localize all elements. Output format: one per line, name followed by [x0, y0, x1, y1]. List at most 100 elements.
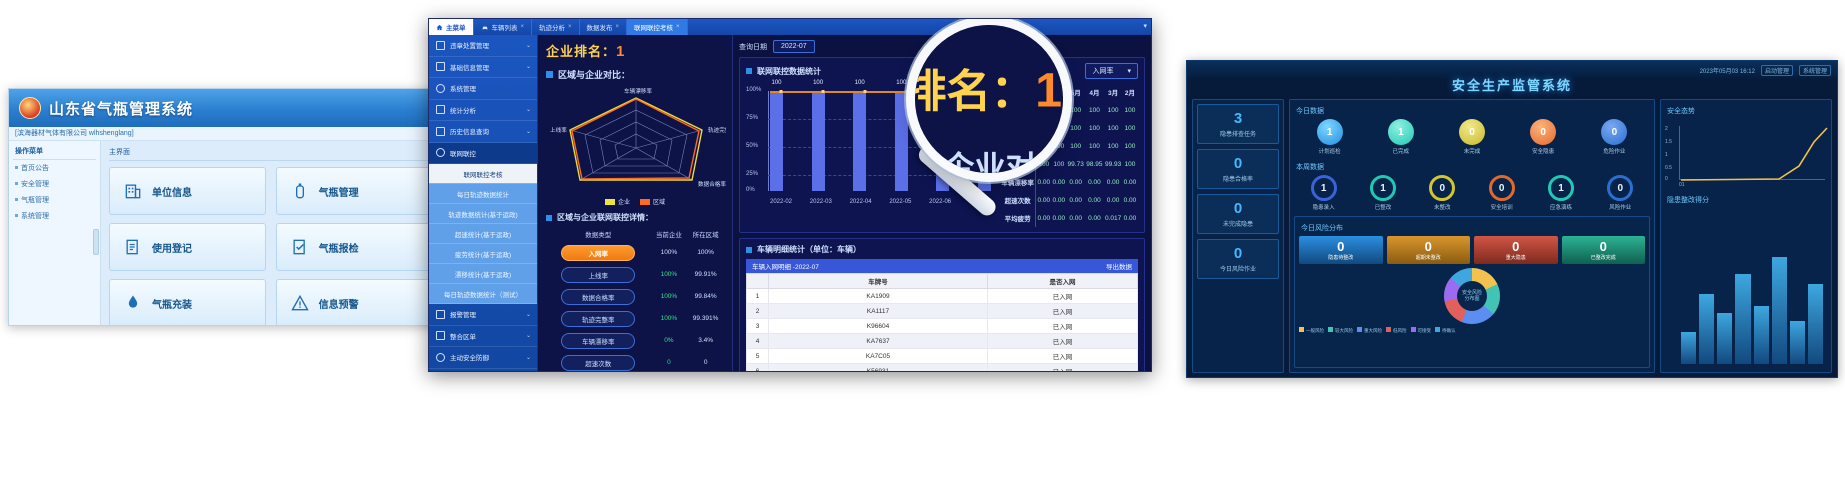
- col-4: 4月: [1089, 90, 1100, 97]
- card-label: 信息预警: [318, 299, 359, 311]
- date-select[interactable]: 2022-07: [773, 40, 815, 53]
- orb-item[interactable]: 0 安全隐患: [1530, 119, 1557, 155]
- submenu-item-speeding-stats[interactable]: 超速统计(基于运政): [429, 224, 537, 244]
- ring-item[interactable]: 0 风险作业: [1607, 175, 1634, 211]
- export-data-link[interactable]: 导出数据: [1106, 264, 1132, 271]
- submenu-item-drift-stats[interactable]: 漂移统计(基于运政): [429, 264, 537, 284]
- left-sidebar-item-0[interactable]: 首页公告: [13, 160, 96, 176]
- card-cylinder-mgmt[interactable]: 气瓶管理: [275, 167, 433, 215]
- orb-ball: 0: [1530, 119, 1557, 145]
- table-row[interactable]: 6K56931已入网: [746, 363, 1138, 371]
- tab-vehicle-list[interactable]: 车辆列表 ×: [474, 19, 533, 35]
- center-sidebar: 违章处置管理 ⌄ 基础信息管理 ⌄ 系统管理 统计分析 ⌄: [429, 35, 537, 371]
- gridline: [768, 147, 992, 148]
- ring-item[interactable]: 1 应急演练: [1547, 175, 1574, 211]
- ring-item[interactable]: 0 未整改: [1429, 175, 1456, 211]
- card-cylinder-fill[interactable]: 气瓶充装: [109, 279, 266, 325]
- table-row[interactable]: 3 K96604 已入网: [746, 318, 1138, 334]
- table-row: 车辆漂移率 0.00 0.00 0.00 0.00 0.00 0.00: [1000, 173, 1138, 191]
- table-row[interactable]: 上线率 100% 99.91%: [546, 263, 724, 285]
- metric-button[interactable]: 入网率: [561, 245, 636, 261]
- left-screen-scroll-handle[interactable]: [93, 229, 99, 255]
- tab-main-menu[interactable]: 主菜单: [429, 19, 474, 35]
- sidebar-item-merge[interactable]: 整合区单 ⌄: [429, 326, 537, 347]
- left-main-tab[interactable]: 主界面: [109, 147, 599, 161]
- sidebar-item-basic-info[interactable]: 基础信息管理 ⌄: [429, 57, 537, 78]
- legend-label: 重大风险: [1364, 328, 1382, 333]
- ring-item[interactable]: 0 安全培训: [1488, 175, 1515, 211]
- table-row[interactable]: 车辆漂移率 0% 3.4%: [546, 329, 724, 351]
- left-sidebar-item-1[interactable]: 安全管理: [13, 176, 96, 192]
- hazard-block[interactable]: 0 已整改完成: [1561, 236, 1645, 264]
- bar-1[interactable]: 100: [811, 80, 825, 191]
- card-unit-info[interactable]: 单位信息: [109, 167, 266, 215]
- hazard-block[interactable]: 0 重大隐患: [1474, 236, 1558, 264]
- chevron-down-icon[interactable]: ▾: [1143, 23, 1147, 30]
- bar-0[interactable]: 100: [770, 80, 783, 191]
- sidebar-item-alarm[interactable]: 报警管理 ⌄: [429, 304, 537, 326]
- orb-item[interactable]: 0 危险作业: [1601, 119, 1628, 155]
- ring-item[interactable]: 1 隐患录入: [1310, 175, 1337, 211]
- cell: 0.00: [1088, 214, 1101, 222]
- table-row[interactable]: 5 KA7C05 已入网: [746, 348, 1138, 364]
- bar-5[interactable]: 100: [977, 80, 991, 191]
- risk-donut-chart: 安全风险 分布图: [1444, 268, 1500, 324]
- cell: 100: [1124, 142, 1136, 150]
- metric-button[interactable]: 数据合格率: [561, 289, 636, 305]
- submenu-item-fatigue-stats[interactable]: 疲劳统计(基于运政): [429, 244, 537, 264]
- orb-item[interactable]: 1 计划巡检: [1316, 119, 1343, 155]
- close-icon[interactable]: ×: [676, 24, 680, 30]
- close-icon[interactable]: ×: [520, 24, 525, 30]
- metric-select[interactable]: 入网率 ▾: [1085, 63, 1138, 79]
- close-icon[interactable]: ×: [615, 24, 620, 30]
- hazard-block[interactable]: 0 超期未整改: [1386, 236, 1470, 264]
- metric-button[interactable]: 超速次数: [561, 355, 636, 371]
- table-row[interactable]: 2 KA1117 已入网: [746, 303, 1138, 319]
- metric-button[interactable]: 上线率: [561, 267, 636, 283]
- card-use-register[interactable]: 使用登记: [109, 223, 266, 271]
- hazard-block[interactable]: 0 隐患待整改: [1299, 236, 1383, 264]
- table-row[interactable]: 入网率 100% 100%: [546, 241, 724, 263]
- sidebar-item-network-control[interactable]: 联网联控: [429, 142, 537, 164]
- table-row[interactable]: 4 KA7637 已入网: [746, 333, 1138, 349]
- bar-3[interactable]: 100: [894, 80, 908, 191]
- bar-2[interactable]: 100: [853, 80, 867, 191]
- tab-data-publish[interactable]: 数据发布 ×: [580, 19, 628, 35]
- submenu-item-assessment[interactable]: 联网联控考核: [429, 164, 537, 184]
- metric-button[interactable]: 车辆漂移率: [561, 333, 636, 349]
- submenu-item-daily-track[interactable]: 每日轨迹数据统计: [429, 184, 537, 204]
- ring-label: 未整改: [1434, 205, 1451, 211]
- close-icon[interactable]: ×: [568, 24, 572, 30]
- right-meta-item-0[interactable]: 启动管理: [1760, 65, 1793, 76]
- legend-item: 较大风险: [1328, 327, 1353, 334]
- stats-icon: [436, 105, 445, 115]
- submenu-item-daily-track-test[interactable]: 每日轨迹数据统计（测试）: [429, 284, 537, 304]
- card-cylinder-inspect[interactable]: 气瓶报检: [275, 223, 433, 271]
- submenu-item-track-stats[interactable]: 轨迹数据统计(基于运政): [429, 204, 537, 224]
- orb-item[interactable]: 1 已完成: [1387, 119, 1414, 155]
- cell: 0.00: [1088, 178, 1101, 186]
- card-info-alert[interactable]: 信息预警: [275, 279, 433, 325]
- sidebar-item-system[interactable]: 系统管理: [429, 78, 537, 100]
- metric-button[interactable]: 轨迹完整率: [561, 311, 636, 327]
- col-status[interactable]: 是否入网: [987, 273, 1138, 289]
- orb-item[interactable]: 0 未完成: [1458, 119, 1485, 155]
- table-row[interactable]: 超速次数 0 0: [546, 351, 724, 371]
- ring-item[interactable]: 1 已整改: [1369, 175, 1396, 211]
- block-label: 已整改完成: [1590, 255, 1616, 261]
- tab-track-analysis[interactable]: 轨迹分析 ×: [532, 19, 580, 35]
- table-row[interactable]: 数据合格率 100% 99.84%: [546, 285, 724, 307]
- table-row[interactable]: 轨迹完整率 100% 99.391%: [546, 307, 724, 329]
- col-plate[interactable]: 车牌号: [768, 273, 988, 289]
- ytick-50: 50%: [746, 143, 759, 149]
- tab-network-assessment[interactable]: 联网联控考核 ×: [627, 19, 688, 35]
- right-meta-item-1[interactable]: 系统管理: [1798, 65, 1831, 76]
- sidebar-item-history[interactable]: 历史信息查询 ⌄: [429, 121, 537, 143]
- left-sidebar-item-2[interactable]: 气瓶管理: [13, 192, 96, 208]
- sidebar-item-active-safety[interactable]: 主动安全防御 ⌄: [429, 347, 537, 369]
- sidebar-item-violation[interactable]: 违章处置管理 ⌄: [429, 35, 537, 57]
- sidebar-item-statistics[interactable]: 统计分析 ⌄: [429, 100, 537, 121]
- left-sidebar-item-3[interactable]: 系统管理: [13, 208, 96, 224]
- sidebar-item-extended-service[interactable]: 扩展服务管理 ⌄: [429, 369, 537, 372]
- table-row[interactable]: 1 KA1909 已入网: [746, 288, 1138, 304]
